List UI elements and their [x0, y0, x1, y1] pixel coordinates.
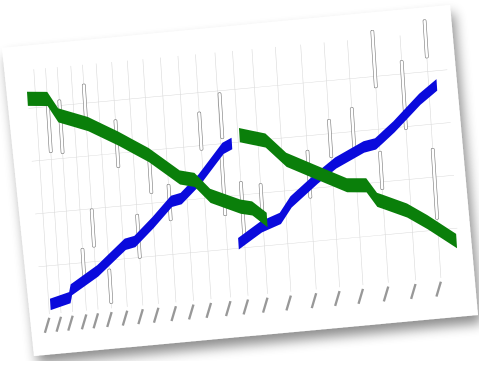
dwell-marker	[327, 118, 334, 158]
station-gridline	[33, 69, 50, 315]
station-label-mark	[382, 286, 390, 302]
station-gridline	[251, 49, 268, 294]
station-gridline	[275, 46, 292, 292]
station-label-mark	[55, 316, 63, 332]
dwell-marker	[430, 147, 439, 220]
paper-sheet	[2, 5, 478, 356]
station-gridline	[95, 63, 112, 309]
station-label-mark	[334, 290, 341, 307]
station-label	[92, 313, 100, 329]
station-gridline	[127, 60, 144, 306]
station-label-mark	[106, 311, 113, 328]
station-label	[187, 304, 195, 320]
station-label	[152, 307, 160, 323]
dwell-marker	[378, 150, 385, 190]
station-label-mark	[80, 314, 88, 330]
dwell-marker	[422, 19, 429, 59]
dwell-marker	[89, 208, 96, 248]
station-label	[435, 281, 442, 297]
station-label	[106, 311, 113, 328]
station-label-mark	[67, 315, 74, 331]
station-label-mark	[409, 283, 417, 300]
station-label	[409, 283, 417, 300]
station-label-mark	[357, 288, 365, 305]
time-gridline	[35, 175, 454, 215]
station-label-mark	[43, 317, 51, 334]
dwell-marker	[370, 29, 378, 89]
station-label-mark	[224, 300, 232, 317]
station-label-mark	[261, 297, 269, 313]
paper-background	[2, 5, 478, 356]
station-labels	[43, 281, 442, 334]
station-gridline	[111, 62, 128, 307]
train-path-up	[238, 79, 438, 250]
train-path-up	[49, 137, 233, 311]
station-label	[170, 305, 178, 322]
station-label	[261, 297, 269, 313]
station-label-mark	[170, 305, 178, 322]
station-label	[310, 292, 318, 309]
station-label	[382, 286, 390, 302]
time-gridline	[28, 69, 448, 109]
station-label-mark	[137, 308, 144, 325]
station-label	[137, 308, 144, 325]
train-path-down	[238, 128, 458, 249]
station-label-mark	[435, 281, 442, 297]
station-label-mark	[187, 304, 195, 320]
station-label-mark	[242, 299, 250, 315]
dwell-marker	[107, 268, 114, 304]
station-gridline	[347, 40, 364, 286]
station-label-mark	[285, 295, 292, 311]
station-label	[55, 316, 63, 332]
station-label-mark	[152, 307, 160, 323]
station-label	[242, 299, 250, 315]
train-paths	[26, 79, 458, 311]
station-gridline	[160, 57, 177, 303]
station-label	[357, 288, 365, 305]
station-label	[205, 302, 213, 319]
station-label-mark	[121, 310, 129, 326]
station-label	[334, 290, 341, 307]
plot-area	[26, 19, 458, 334]
train-path-down	[26, 91, 268, 228]
station-label	[67, 315, 74, 331]
station-label-mark	[92, 313, 100, 329]
station-label-mark	[205, 302, 213, 319]
station-label	[285, 295, 292, 311]
station-label	[80, 314, 88, 330]
station-label	[43, 317, 51, 334]
dwell-marker	[197, 111, 204, 151]
station-label	[121, 310, 129, 326]
dwell-marker	[217, 92, 225, 140]
station-gridline	[232, 50, 249, 296]
station-label-mark	[310, 292, 318, 309]
station-label	[224, 300, 232, 317]
